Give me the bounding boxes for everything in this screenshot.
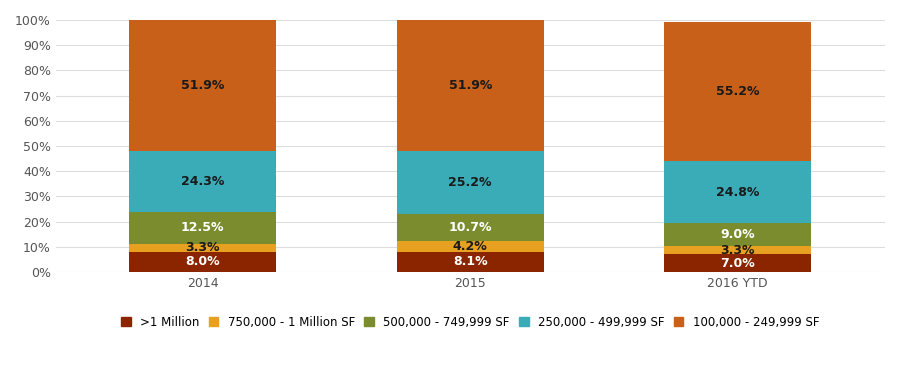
- Bar: [130, 20, 276, 151]
- Text: 4.2%: 4.2%: [453, 240, 488, 253]
- Text: 24.3%: 24.3%: [181, 175, 224, 188]
- Text: 51.9%: 51.9%: [181, 79, 224, 92]
- Bar: [664, 254, 811, 272]
- Text: 25.2%: 25.2%: [448, 176, 492, 189]
- Legend: >1 Million, 750,000 - 1 Million SF, 500,000 - 749,999 SF, 250,000 - 499,999 SF, : >1 Million, 750,000 - 1 Million SF, 500,…: [122, 316, 819, 329]
- Bar: [397, 241, 544, 251]
- Bar: [130, 243, 276, 252]
- Text: 7.0%: 7.0%: [720, 257, 755, 270]
- Bar: [664, 22, 811, 161]
- Bar: [397, 214, 544, 241]
- Text: 51.9%: 51.9%: [448, 79, 492, 92]
- Text: 10.7%: 10.7%: [448, 221, 492, 234]
- Bar: [664, 246, 811, 254]
- Bar: [130, 212, 276, 243]
- Text: 24.8%: 24.8%: [716, 186, 760, 199]
- Text: 12.5%: 12.5%: [181, 221, 224, 234]
- Text: 8.1%: 8.1%: [453, 255, 488, 268]
- Bar: [130, 252, 276, 272]
- Bar: [664, 161, 811, 223]
- Bar: [397, 251, 544, 272]
- Text: 3.3%: 3.3%: [185, 241, 220, 254]
- Text: 9.0%: 9.0%: [720, 228, 755, 241]
- Bar: [664, 223, 811, 246]
- Text: 3.3%: 3.3%: [720, 244, 755, 257]
- Text: 8.0%: 8.0%: [185, 255, 220, 268]
- Text: 55.2%: 55.2%: [716, 85, 760, 98]
- Bar: [130, 151, 276, 212]
- Bar: [397, 20, 544, 151]
- Bar: [397, 151, 544, 214]
